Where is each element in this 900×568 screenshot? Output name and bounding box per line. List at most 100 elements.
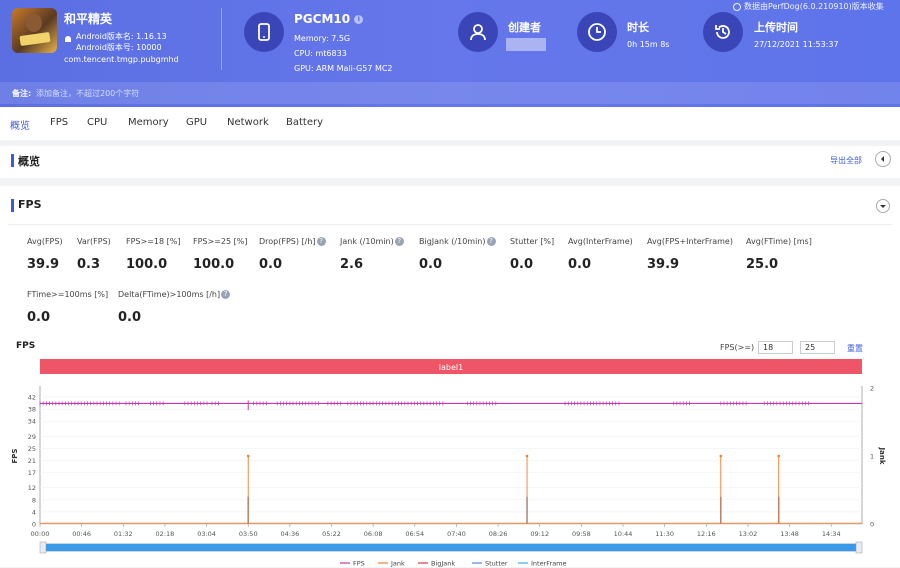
- jank-point: [777, 454, 781, 458]
- x-tick-label: 07:40: [447, 530, 466, 538]
- x-tick-label: 09:12: [530, 530, 549, 538]
- y-tick-label: 38: [28, 406, 36, 414]
- band-label: label1: [439, 363, 463, 372]
- fps-card: FPS Avg(FPS) 39.9 Var(FPS) 0.3 FPS>=18 [%] 10…: [0, 186, 900, 568]
- app-name: 和平精英: [64, 12, 113, 26]
- help-icon[interactable]: ?: [221, 290, 231, 299]
- overview-title: 概览: [18, 155, 40, 168]
- metric-value: 25.0: [746, 257, 779, 272]
- fps-threshold-2-input[interactable]: 25: [800, 341, 835, 354]
- tab-cpu[interactable]: CPU: [87, 117, 108, 128]
- x-tick-label: 13:02: [739, 530, 758, 538]
- y-tick-label: 42: [28, 394, 36, 402]
- metric-value: 0.0: [568, 257, 592, 272]
- note-input[interactable]: 添加备注，不超过200个字符: [36, 89, 140, 98]
- metric-label: Avg(InterFrame): [568, 237, 633, 246]
- metric-value: 39.9: [27, 257, 60, 272]
- y-tick-label: 34: [28, 418, 36, 426]
- y2-axis-label: Jank: [878, 447, 886, 465]
- x-tick-label: 01:32: [114, 530, 133, 538]
- x-tick-label: 06:54: [405, 530, 424, 538]
- header-divider: [221, 8, 222, 70]
- fps-threshold-label: FPS(>=): [720, 343, 755, 352]
- metric-value: 2.6: [340, 257, 364, 272]
- fps-threshold-1-input[interactable]: 18: [758, 341, 793, 354]
- export-all-link[interactable]: 导出全部: [830, 156, 862, 165]
- x-tick-label: 03:50: [239, 530, 258, 538]
- tab-bar: 概览 FPS CPU Memory GPU Network Battery: [0, 107, 900, 140]
- metric-value: 0.0: [259, 257, 283, 272]
- fps-section-title: FPS: [18, 198, 42, 211]
- legend-label: InterFrame: [531, 560, 567, 568]
- metric-value: 0.0: [118, 310, 142, 325]
- upload-history-icon: [703, 12, 743, 52]
- info-icon[interactable]: i: [354, 15, 364, 24]
- y-tick-label: 0: [32, 521, 36, 529]
- chevron-down-icon: [880, 205, 886, 208]
- game-icon: [12, 8, 57, 53]
- y-tick-label: 29: [28, 433, 36, 441]
- device-cpu: CPU: mt6833: [294, 49, 347, 58]
- metric-label: FPS>=18 [%]: [126, 237, 181, 246]
- metric-label: Stutter [%]: [510, 237, 555, 246]
- time-slider-handle-left: [39, 541, 47, 554]
- android-icon: [65, 36, 71, 42]
- info-circle-icon: [733, 2, 741, 11]
- x-tick-label: 13:48: [780, 530, 799, 538]
- tab-gpu[interactable]: GPU: [186, 117, 208, 128]
- device-name: PGCM10 i: [294, 12, 364, 26]
- metric-label: FTime>=100ms [%]: [27, 290, 109, 299]
- y-tick-label: 17: [28, 469, 36, 477]
- chevron-left-icon: [881, 156, 884, 162]
- metric-value: 0.0: [27, 310, 51, 325]
- metric-value: 0.0: [419, 257, 443, 272]
- metric-label: Drop(FPS) [/h]?: [259, 237, 326, 246]
- creator-label: 创建者: [508, 21, 541, 34]
- x-tick-label: 00:00: [31, 530, 50, 538]
- collapse-sidebar-button[interactable]: [875, 151, 891, 167]
- metric-value: 0.0: [510, 257, 534, 272]
- upload-label: 上传时间: [754, 21, 798, 34]
- help-icon[interactable]: ?: [394, 237, 404, 246]
- note-bar[interactable]: 备注: 添加备注，不超过200个字符: [0, 82, 900, 104]
- collapse-fps-button[interactable]: [876, 199, 890, 213]
- section-marker: [11, 199, 14, 212]
- metric-value: 39.9: [647, 257, 680, 272]
- summary-header: 和平精英 Android版本名: 1.16.13 Android版本号: 100…: [0, 0, 900, 107]
- help-icon[interactable]: ?: [486, 237, 496, 246]
- upload-value: 27/12/2021 11:53:37: [754, 40, 839, 49]
- metric-label: Jank (/10min)?: [340, 237, 404, 246]
- device-icon: [244, 12, 284, 52]
- metric-label: Var(FPS): [77, 237, 111, 246]
- tab-memory[interactable]: Memory: [128, 117, 169, 128]
- y-tick-label: 8: [32, 496, 36, 504]
- x-tick-label: 14:34: [822, 530, 841, 538]
- jank-point: [719, 454, 723, 458]
- metric-label: Avg(FPS): [27, 237, 63, 246]
- tab-network[interactable]: Network: [227, 117, 269, 128]
- y2-tick-label: 0: [870, 521, 874, 529]
- tab-overview[interactable]: 概览: [10, 121, 30, 132]
- x-tick-label: 04:36: [280, 530, 299, 538]
- reset-button[interactable]: 重置: [847, 344, 863, 353]
- app-package: com.tencent.tmgp.pubgmhd: [64, 55, 179, 64]
- y-tick-label: 21: [28, 457, 36, 465]
- fps-divider: [8, 224, 892, 225]
- x-tick-label: 02:18: [156, 530, 175, 538]
- overview-header: 概览 导出全部: [0, 146, 900, 178]
- time-slider-handle-right: [855, 541, 863, 554]
- jank-point: [246, 454, 250, 458]
- metric-label: Avg(FTime) [ms]: [746, 237, 812, 246]
- user-icon: [458, 12, 498, 52]
- legend-label: Stutter: [485, 560, 508, 568]
- metric-label: Avg(FPS+InterFrame): [647, 237, 733, 246]
- help-icon[interactable]: ?: [316, 237, 326, 246]
- metric-label: Delta(FTime)>100ms [/h]?: [118, 290, 231, 299]
- y-tick-label: 4: [32, 508, 36, 516]
- legend-label: FPS: [353, 560, 365, 568]
- y-tick-label: 25: [28, 445, 36, 453]
- jank-point: [525, 454, 529, 458]
- tab-battery[interactable]: Battery: [286, 117, 324, 128]
- tab-fps[interactable]: FPS: [50, 117, 69, 128]
